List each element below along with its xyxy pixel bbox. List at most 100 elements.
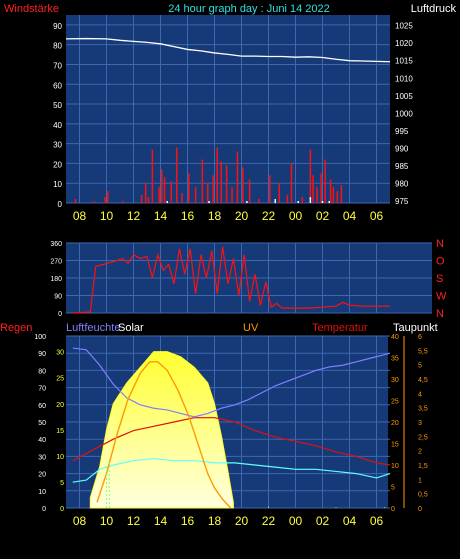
solar-tick-label: 20 [56, 402, 64, 409]
uv-tick-label: 4,5 [418, 377, 428, 384]
uv-tick-label: 2,5 [418, 434, 428, 441]
time-label: 22 [262, 209, 276, 223]
temperature-tick-label: 20 [391, 420, 399, 427]
solar-tick-label: 30 [56, 350, 64, 357]
time-label: 10 [100, 514, 114, 528]
pressure-tick-label: 1010 [395, 74, 413, 83]
wind-tick-label: 10 [53, 180, 62, 189]
humidity-tick-label: 10 [38, 489, 46, 496]
compass-label: O [436, 256, 445, 268]
time-label: 04 [343, 514, 357, 528]
wind-tick-label: 80 [53, 42, 62, 51]
wind-tick-label: 90 [53, 22, 62, 31]
wind-tick-label: 60 [53, 81, 62, 90]
solar-tick-label: 0 [60, 506, 64, 513]
pressure-tick-label: 1025 [395, 22, 413, 31]
compass-label: S [436, 273, 443, 285]
uv-label: UV [243, 322, 259, 334]
time-label: 16 [181, 514, 195, 528]
direction-tick-label: 180 [50, 276, 62, 283]
direction-tick-label: 270 [50, 259, 62, 266]
uv-tick-label: 4 [418, 391, 422, 398]
dewpoint-line [72, 457, 391, 483]
temperature-tick-label: 35 [391, 356, 399, 363]
time-label: 12 [127, 514, 141, 528]
time-label: 18 [208, 514, 222, 528]
time-label: 18 [208, 209, 222, 223]
humidity-tick-label: 0 [42, 506, 46, 513]
taupunkt-label: Taupunkt [393, 322, 438, 334]
humidity-tick-label: 70 [38, 386, 46, 393]
pressure-tick-label: 995 [395, 127, 409, 136]
compass-label: N [436, 308, 444, 320]
temperature-line [72, 417, 391, 466]
pressure-line [65, 37, 391, 63]
direction-tick-label: 360 [50, 241, 62, 248]
uv-tick-label: 0,5 [418, 492, 428, 499]
direction-tick-label: 90 [54, 294, 62, 301]
solar-tick-label: 5 [60, 480, 64, 487]
pressure-tick-label: 1000 [395, 109, 413, 118]
solar-tick-label: 15 [56, 428, 64, 435]
wind-tick-label: 30 [53, 141, 62, 150]
temperature-tick-label: 30 [391, 377, 399, 384]
uv-tick-label: 3 [418, 420, 422, 427]
humidity-tick-label: 60 [38, 403, 46, 410]
humidity-tick-label: 100 [34, 334, 46, 341]
time-label: 10 [100, 209, 114, 223]
time-label: 04 [343, 209, 357, 223]
time-label: 22 [262, 514, 276, 528]
time-label: 00 [289, 209, 303, 223]
time-label: 08 [73, 514, 87, 528]
wind-label: Windstärke [4, 3, 59, 15]
compass-label: W [436, 291, 447, 303]
time-label: 14 [154, 514, 168, 528]
pressure-tick-label: 980 [395, 180, 409, 189]
temperatur-label: Temperatur [312, 322, 368, 334]
compass-label: N [436, 238, 444, 250]
wind-tick-label: 20 [53, 160, 62, 169]
time-label: 20 [235, 514, 249, 528]
time-label: 00 [289, 514, 303, 528]
temperature-tick-label: 40 [391, 334, 399, 341]
time-label: 06 [370, 514, 384, 528]
solar-label: Solar [118, 322, 144, 334]
time-label: 02 [316, 514, 330, 528]
humidity-tick-label: 50 [38, 420, 46, 427]
pressure-tick-label: 985 [395, 162, 409, 171]
temperature-tick-label: 0 [391, 506, 395, 513]
time-label: 02 [316, 209, 330, 223]
humidity-tick-label: 20 [38, 472, 46, 479]
temperature-tick-label: 15 [391, 442, 399, 449]
pressure-tick-label: 990 [395, 145, 409, 154]
direction-tick-label: 0 [58, 311, 62, 318]
wind-tick-label: 50 [53, 101, 62, 110]
time-label: 20 [235, 209, 249, 223]
panel-wind-pressure [66, 15, 390, 203]
regen-label: Regen [0, 322, 32, 334]
solar-area [89, 351, 234, 509]
time-label: 14 [154, 209, 168, 223]
uv-tick-label: 5,5 [418, 348, 428, 355]
time-label: 12 [127, 209, 141, 223]
temperature-tick-label: 25 [391, 399, 399, 406]
wind-tick-label: 40 [53, 121, 62, 130]
time-label: 08 [73, 209, 87, 223]
uv-tick-label: 3,5 [418, 406, 428, 413]
humidity-tick-label: 80 [38, 368, 46, 375]
temperature-tick-label: 10 [391, 463, 399, 470]
wind-tick-label: 70 [53, 61, 62, 70]
uv-tick-label: 6 [418, 334, 422, 341]
pressure-tick-label: 1005 [395, 92, 413, 101]
solar-tick-label: 10 [56, 454, 64, 461]
pressure-tick-label: 1020 [395, 39, 413, 48]
uv-tick-label: 1,5 [418, 463, 428, 470]
luftfeuchte-label: Luftfeuchte [66, 322, 120, 334]
chart-title: 24 hour graph day : Juni 14 2022 [168, 3, 329, 15]
uv-tick-label: 1 [418, 477, 422, 484]
humidity-line [72, 347, 391, 418]
uv-line [96, 361, 232, 509]
direction-line [72, 246, 390, 314]
temperature-tick-label: 5 [391, 485, 395, 492]
